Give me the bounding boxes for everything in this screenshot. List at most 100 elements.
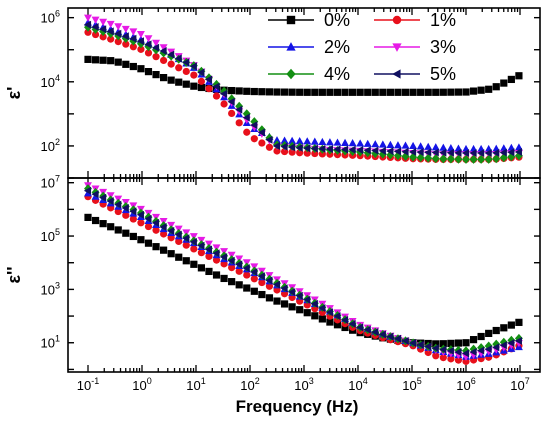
- data-point: [447, 339, 455, 347]
- data-point: [258, 278, 266, 287]
- data-point: [258, 290, 266, 299]
- data-point: [416, 148, 424, 157]
- data-point: [469, 87, 478, 95]
- data-point: [394, 88, 402, 96]
- data-point: [408, 339, 417, 347]
- legend-marker: [392, 69, 401, 79]
- data-point: [356, 88, 364, 96]
- data-point: [469, 348, 477, 356]
- data-point: [243, 284, 251, 292]
- data-point: [250, 121, 258, 130]
- data-point: [257, 272, 265, 281]
- data-point: [91, 30, 100, 39]
- data-point: [91, 23, 99, 31]
- data-point: [401, 336, 409, 345]
- data-point: [152, 243, 160, 251]
- data-point: [484, 154, 493, 164]
- data-point: [167, 76, 175, 84]
- x-tick-label: 101: [186, 376, 205, 393]
- y-tick-label: 101: [41, 334, 60, 351]
- data-point: [280, 300, 289, 308]
- data-point: [515, 72, 523, 80]
- data-point: [303, 137, 312, 145]
- data-point: [349, 88, 357, 96]
- data-point: [152, 226, 160, 234]
- data-point: [265, 276, 273, 285]
- x-tick-label: 100: [132, 376, 151, 393]
- data-point: [159, 223, 167, 231]
- data-point: [189, 237, 197, 246]
- data-point: [401, 141, 410, 149]
- data-point: [492, 83, 500, 91]
- y-tick-label: 102: [41, 137, 60, 154]
- data-point: [167, 50, 175, 59]
- data-point: [107, 57, 115, 65]
- data-point: [363, 146, 371, 155]
- data-point: [416, 340, 424, 349]
- data-point: [122, 60, 130, 68]
- legend-label: 1%: [430, 10, 456, 30]
- x-tick-label: 105: [402, 376, 421, 393]
- data-point: [386, 140, 395, 148]
- data-point: [98, 25, 107, 34]
- series-0pct: [84, 55, 523, 96]
- series-3pct: [84, 14, 523, 159]
- data-point: [485, 329, 493, 337]
- data-point: [137, 45, 145, 53]
- data-point: [250, 135, 258, 143]
- legend-label: 0%: [324, 10, 350, 30]
- data-point: [484, 345, 492, 354]
- data-point: [310, 144, 318, 153]
- data-point: [424, 153, 433, 163]
- data-point: [310, 137, 319, 145]
- data-point: [325, 138, 334, 146]
- data-point: [91, 16, 100, 24]
- data-point: [175, 78, 183, 86]
- data-point: [340, 316, 349, 324]
- data-point: [99, 26, 108, 36]
- data-point: [416, 142, 425, 150]
- data-point: [235, 260, 243, 269]
- data-point: [499, 148, 507, 157]
- data-point: [99, 56, 107, 64]
- data-point: [182, 80, 190, 88]
- data-point: [318, 144, 326, 153]
- data-point: [235, 119, 243, 127]
- data-point: [408, 147, 417, 156]
- data-point: [341, 88, 349, 96]
- y-tick-label: 106: [41, 9, 60, 26]
- data-point: [129, 28, 138, 36]
- data-point: [160, 56, 168, 65]
- data-point: [378, 330, 386, 339]
- data-point: [144, 222, 153, 231]
- data-point: [318, 150, 326, 158]
- data-point: [129, 62, 137, 71]
- data-point: [333, 145, 341, 154]
- data-point: [439, 88, 447, 96]
- data-point: [205, 252, 213, 260]
- data-point: [469, 154, 478, 164]
- data-point: [469, 149, 477, 158]
- data-point: [310, 299, 318, 308]
- legend-label: 2%: [324, 37, 350, 57]
- data-point: [257, 128, 265, 137]
- data-point: [296, 306, 304, 314]
- data-point: [235, 267, 243, 275]
- data-point: [476, 346, 485, 355]
- y-axis-title: ε': [4, 87, 24, 100]
- data-point: [295, 291, 303, 300]
- data-point: [514, 151, 523, 161]
- legend-label: 4%: [324, 64, 350, 84]
- data-point: [461, 149, 470, 158]
- data-point: [122, 211, 130, 219]
- data-point: [371, 148, 380, 158]
- data-point: [265, 143, 274, 151]
- y-tick-label: 107: [41, 174, 60, 191]
- data-point: [265, 135, 273, 144]
- data-point: [477, 86, 485, 94]
- series-0pct: [84, 213, 523, 348]
- data-point: [243, 271, 251, 279]
- data-point: [492, 343, 500, 352]
- data-point: [439, 354, 447, 362]
